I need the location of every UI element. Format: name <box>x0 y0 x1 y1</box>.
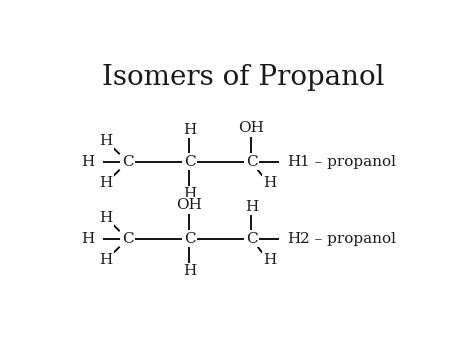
Text: H: H <box>183 264 196 278</box>
Text: H: H <box>82 155 95 169</box>
Text: H: H <box>99 134 112 148</box>
Text: H: H <box>264 176 277 190</box>
Text: C: C <box>122 155 133 169</box>
Text: C: C <box>122 232 133 246</box>
Text: C: C <box>246 155 257 169</box>
Text: H: H <box>82 232 95 246</box>
Text: H: H <box>99 211 112 225</box>
Text: H: H <box>183 187 196 201</box>
Text: OH: OH <box>238 121 264 135</box>
Text: C: C <box>246 232 257 246</box>
Text: C: C <box>183 155 195 169</box>
Text: H: H <box>99 176 112 190</box>
Text: H: H <box>183 122 196 137</box>
Text: 1 – propanol: 1 – propanol <box>300 155 395 169</box>
Text: H: H <box>99 253 112 267</box>
Text: C: C <box>183 232 195 246</box>
Text: 2 – propanol: 2 – propanol <box>300 232 395 246</box>
Text: H: H <box>287 155 301 169</box>
Text: OH: OH <box>176 198 202 212</box>
Text: Isomers of Propanol: Isomers of Propanol <box>102 64 384 91</box>
Text: H: H <box>287 232 301 246</box>
Text: H: H <box>245 200 258 214</box>
Text: H: H <box>264 253 277 267</box>
